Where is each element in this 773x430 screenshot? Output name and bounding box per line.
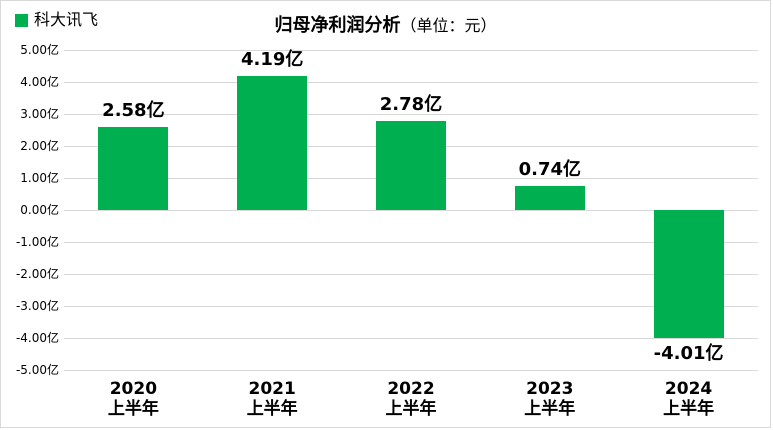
bar-value-label: 2.78亿 <box>379 94 443 116</box>
bar-2023 <box>514 186 585 210</box>
gridline <box>64 114 758 115</box>
gridline <box>64 274 758 275</box>
chart-title: 归母净利润分析（单位：元） <box>1 11 770 37</box>
bar-value-label: 0.74亿 <box>518 159 581 181</box>
bar-2024 <box>653 210 724 339</box>
gridline <box>64 210 758 211</box>
gridline <box>64 338 758 339</box>
bar-value-label: 2.58亿 <box>102 100 165 122</box>
gridline <box>64 242 758 243</box>
x-axis-label-2020: 2020 上半年 <box>107 379 159 419</box>
gridline <box>64 370 758 371</box>
y-tick-label: 1.00亿 <box>20 171 59 185</box>
y-tick-label: 4.00亿 <box>20 75 59 89</box>
gridline <box>64 82 758 83</box>
y-tick-label: 2.00亿 <box>20 139 59 153</box>
bar-value-label: -4.01亿 <box>653 343 724 365</box>
plot-area: 2.58亿 4.19亿 2.78亿 0.74亿 -4.01亿 <box>64 48 758 371</box>
chart-title-unit: （单位：元） <box>400 16 497 35</box>
y-tick-label: -3.00亿 <box>15 299 59 313</box>
gridline <box>64 50 758 51</box>
bar-2020 <box>98 127 169 210</box>
bar-2021 <box>237 75 308 210</box>
x-axis-label-2024: 2024 上半年 <box>663 379 715 419</box>
y-tick-label: -1.00亿 <box>15 235 59 249</box>
bar-2022 <box>376 121 446 210</box>
legend: 科大讯飞 <box>15 12 98 28</box>
y-tick-label: 0.00亿 <box>20 203 59 217</box>
gridline <box>64 306 758 307</box>
chart-title-main: 归母净利润分析 <box>274 15 401 36</box>
y-tick-label: -2.00亿 <box>15 267 59 281</box>
y-tick-label: 5.00亿 <box>20 43 59 57</box>
legend-swatch <box>15 13 28 27</box>
y-tick-label: 3.00亿 <box>20 107 59 121</box>
x-axis-label-2023: 2023 上半年 <box>524 379 576 419</box>
x-axis-label-2021: 2021 上半年 <box>246 379 298 419</box>
legend-label: 科大讯飞 <box>34 10 99 29</box>
x-axis-label-2022: 2022 上半年 <box>385 379 437 419</box>
y-tick-label: -4.00亿 <box>15 331 59 345</box>
bar-value-label: 4.19亿 <box>240 48 304 70</box>
y-tick-label: -5.00亿 <box>15 363 59 377</box>
